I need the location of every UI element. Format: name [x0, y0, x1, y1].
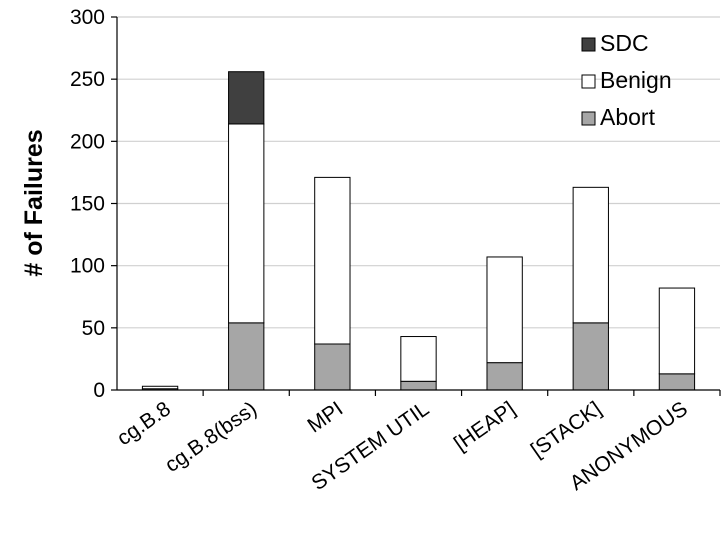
- bar-cg-b-8-bss-abort: [228, 322, 265, 391]
- y-tick-labels: 0 50 100 150 200 250 300: [70, 6, 105, 402]
- y-tick-label: 200: [70, 130, 105, 153]
- bar-mpi-abort: [314, 343, 351, 391]
- bar-heap-benign: [486, 256, 523, 364]
- bar-system-util-abort: [400, 380, 437, 391]
- x-category-label: cg.B.8(bss): [161, 397, 261, 477]
- x-category-label: [STACK]: [527, 397, 606, 462]
- axes: [111, 16, 721, 396]
- bar-anonymous-benign: [658, 287, 696, 375]
- y-tick-label: 150: [70, 193, 105, 216]
- y-axis-title: # of Failures: [20, 129, 48, 276]
- y-tick-label: 0: [93, 379, 105, 402]
- bar-cg-b-8-benign: [141, 385, 179, 390]
- legend-swatch-abort: [581, 111, 596, 126]
- bar-stack-benign: [572, 186, 609, 324]
- legend-label-abort: Abort: [600, 104, 656, 130]
- legend: SDC Benign Abort: [581, 30, 672, 130]
- gridlines: [117, 16, 720, 329]
- bar-cg-b-8-bss-sdc: [228, 71, 265, 125]
- x-category-label: [HEAP]: [450, 397, 520, 455]
- x-category-label: cg.B.8: [113, 397, 175, 450]
- legend-label-benign: Benign: [600, 67, 672, 93]
- y-tick-label: 50: [82, 317, 105, 340]
- y-tick-label: 250: [70, 68, 105, 91]
- bar-stack-abort: [572, 322, 609, 391]
- bar-system-util-benign: [400, 336, 437, 382]
- bar-heap-abort: [486, 362, 523, 391]
- legend-label-sdc: SDC: [600, 30, 649, 56]
- legend-swatch-sdc: [581, 37, 596, 52]
- bar-cg-b-8-bss-benign: [228, 123, 265, 324]
- bars: [141, 71, 696, 391]
- x-category-label: MPI: [303, 397, 347, 437]
- bar-anonymous-abort: [658, 373, 696, 391]
- legend-swatch-benign: [581, 74, 596, 89]
- bar-mpi-benign: [314, 176, 351, 345]
- y-tick-label: 100: [70, 255, 105, 278]
- y-tick-label: 300: [70, 6, 105, 29]
